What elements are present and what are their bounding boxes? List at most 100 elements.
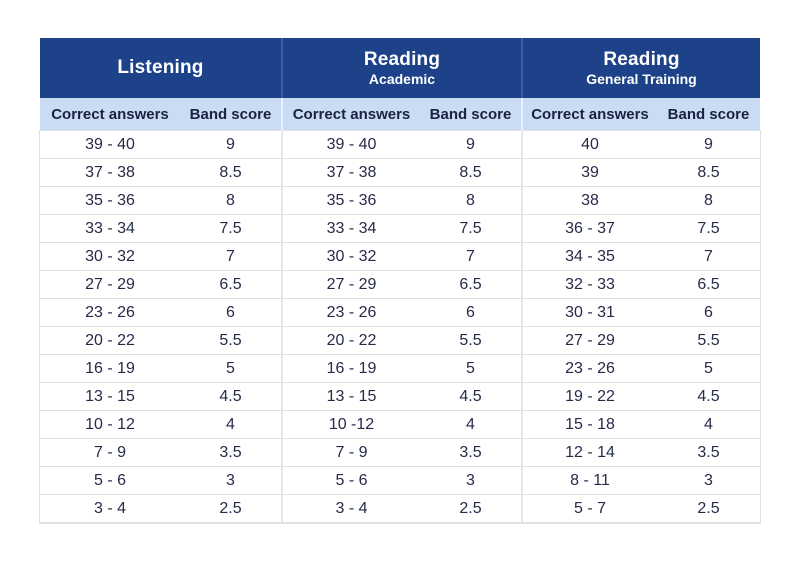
table-body: 39 - 40 9 39 - 40 9 40 9 37 - 38 8.5 37 - 38 8.5 3… xyxy=(40,131,760,523)
band-score-cell: 6.5 xyxy=(420,271,523,299)
band-score-cell: 5 xyxy=(657,355,760,383)
correct-answers-cell: 7 - 9 xyxy=(283,439,420,467)
band-score-cell: 7 xyxy=(420,243,523,271)
band-score-cell: 8.5 xyxy=(657,159,760,187)
band-score-cell: 5 xyxy=(180,355,283,383)
band-score-cell: 8 xyxy=(420,187,523,215)
band-score-cell: 2.5 xyxy=(657,495,760,523)
band-score-cell: 4.5 xyxy=(420,383,523,411)
section-title: Reading xyxy=(603,48,680,70)
band-score-header: Band score xyxy=(180,98,283,131)
band-score-cell: 2.5 xyxy=(180,495,283,523)
band-score-cell: 8.5 xyxy=(420,159,523,187)
correct-answers-cell: 37 - 38 xyxy=(40,159,180,187)
band-score-cell: 6.5 xyxy=(657,271,760,299)
correct-answers-header: Correct answers xyxy=(292,106,411,123)
band-score-cell: 8 xyxy=(180,187,283,215)
band-score-cell: 8 xyxy=(657,187,760,215)
correct-answers-cell: 35 - 36 xyxy=(283,187,420,215)
correct-answers-cell: 7 - 9 xyxy=(40,439,180,467)
section-subtitle: General Training xyxy=(586,70,697,87)
band-score-header: Band score xyxy=(667,106,750,123)
correct-answers-cell: 10 - 12 xyxy=(40,411,180,439)
band-score-cell: 7 xyxy=(657,243,760,271)
correct-answers-cell: 39 - 40 xyxy=(40,131,180,159)
correct-answers-cell: 33 - 34 xyxy=(283,215,420,243)
table-header-row: Listening Reading Academic Reading Gener… xyxy=(40,38,760,98)
correct-answers-cell: 19 - 22 xyxy=(523,383,657,411)
correct-answers-cell: 32 - 33 xyxy=(523,271,657,299)
correct-answers-cell: 36 - 37 xyxy=(523,215,657,243)
header-cell-reading-general-training: Reading General Training xyxy=(523,38,760,98)
band-score-cell: 6.5 xyxy=(180,271,283,299)
correct-answers-cell: 16 - 19 xyxy=(40,355,180,383)
band-score-cell: 5.5 xyxy=(420,327,523,355)
band-score-cell: 5.5 xyxy=(180,327,283,355)
band-score-cell: 7.5 xyxy=(420,215,523,243)
ielts-band-score-table: Listening Reading Academic Reading Gener… xyxy=(40,38,760,523)
table-subheader-row: Correct answers Band score Correct answe… xyxy=(40,98,760,131)
correct-answers-cell: 37 - 38 xyxy=(283,159,420,187)
correct-answers-cell: 10 -12 xyxy=(283,411,420,439)
band-score-cell: 4 xyxy=(420,411,523,439)
correct-answers-cell: 27 - 29 xyxy=(40,271,180,299)
band-score-cell: 4 xyxy=(180,411,283,439)
band-score-cell: 6 xyxy=(657,299,760,327)
correct-answers-cell: 30 - 32 xyxy=(283,243,420,271)
band-score-cell: 7.5 xyxy=(657,215,760,243)
correct-answers-cell: 27 - 29 xyxy=(523,327,657,355)
band-score-cell: 3.5 xyxy=(657,439,760,467)
correct-answers-cell: 39 xyxy=(523,159,657,187)
correct-answers-cell: 33 - 34 xyxy=(40,215,180,243)
band-score-cell: 7.5 xyxy=(180,215,283,243)
band-score-cell: 3.5 xyxy=(180,439,283,467)
section-title: Reading xyxy=(363,48,441,70)
band-score-cell: 2.5 xyxy=(420,495,523,523)
band-score-cell: 6 xyxy=(180,299,283,327)
correct-answers-cell: 38 xyxy=(523,187,657,215)
correct-answers-cell: 35 - 36 xyxy=(40,187,180,215)
correct-answers-cell: 23 - 26 xyxy=(523,355,657,383)
correct-answers-cell: 30 - 32 xyxy=(40,243,180,271)
band-score-cell: 9 xyxy=(657,131,760,159)
correct-answers-cell: 16 - 19 xyxy=(283,355,420,383)
band-score-cell: 8.5 xyxy=(180,159,283,187)
correct-answers-cell: 15 - 18 xyxy=(523,411,657,439)
band-score-cell: 6 xyxy=(420,299,523,327)
correct-answers-cell: 3 - 4 xyxy=(283,495,420,523)
correct-answers-cell: 13 - 15 xyxy=(283,383,420,411)
correct-answers-cell: 27 - 29 xyxy=(283,271,420,299)
correct-answers-cell: 40 xyxy=(523,131,657,159)
correct-answers-cell: 20 - 22 xyxy=(40,327,180,355)
correct-answers-cell: 34 - 35 xyxy=(523,243,657,271)
correct-answers-cell: 5 - 7 xyxy=(523,495,657,523)
correct-answers-cell: 23 - 26 xyxy=(40,299,180,327)
band-score-cell: 4 xyxy=(657,411,760,439)
correct-answers-cell: 12 - 14 xyxy=(523,439,657,467)
band-score-cell: 4.5 xyxy=(180,383,283,411)
correct-answers-cell: 39 - 40 xyxy=(283,131,420,159)
correct-answers-cell: 30 - 31 xyxy=(523,299,657,327)
band-score-cell: 7 xyxy=(180,243,283,271)
band-score-header: Band score xyxy=(420,98,523,131)
correct-answers-cell: 5 - 6 xyxy=(40,467,180,495)
correct-answers-cell: 20 - 22 xyxy=(283,327,420,355)
band-score-cell: 3 xyxy=(180,467,283,495)
header-cell-listening: Listening xyxy=(40,38,283,98)
band-score-cell: 3 xyxy=(657,467,760,495)
band-score-cell: 5 xyxy=(420,355,523,383)
correct-answers-header: Correct answers xyxy=(51,106,169,123)
correct-answers-cell: 23 - 26 xyxy=(283,299,420,327)
band-score-cell: 9 xyxy=(180,131,283,159)
section-title: Listening xyxy=(117,57,204,79)
band-score-cell: 3.5 xyxy=(420,439,523,467)
band-score-cell: 3 xyxy=(420,467,523,495)
correct-answers-cell: 3 - 4 xyxy=(40,495,180,523)
band-score-cell: 4.5 xyxy=(657,383,760,411)
header-cell-reading-academic: Reading Academic xyxy=(283,38,523,98)
correct-answers-cell: 5 - 6 xyxy=(283,467,420,495)
correct-answers-cell: 13 - 15 xyxy=(40,383,180,411)
band-score-cell: 5.5 xyxy=(657,327,760,355)
section-subtitle: Academic xyxy=(368,70,436,87)
correct-answers-cell: 8 - 11 xyxy=(523,467,657,495)
